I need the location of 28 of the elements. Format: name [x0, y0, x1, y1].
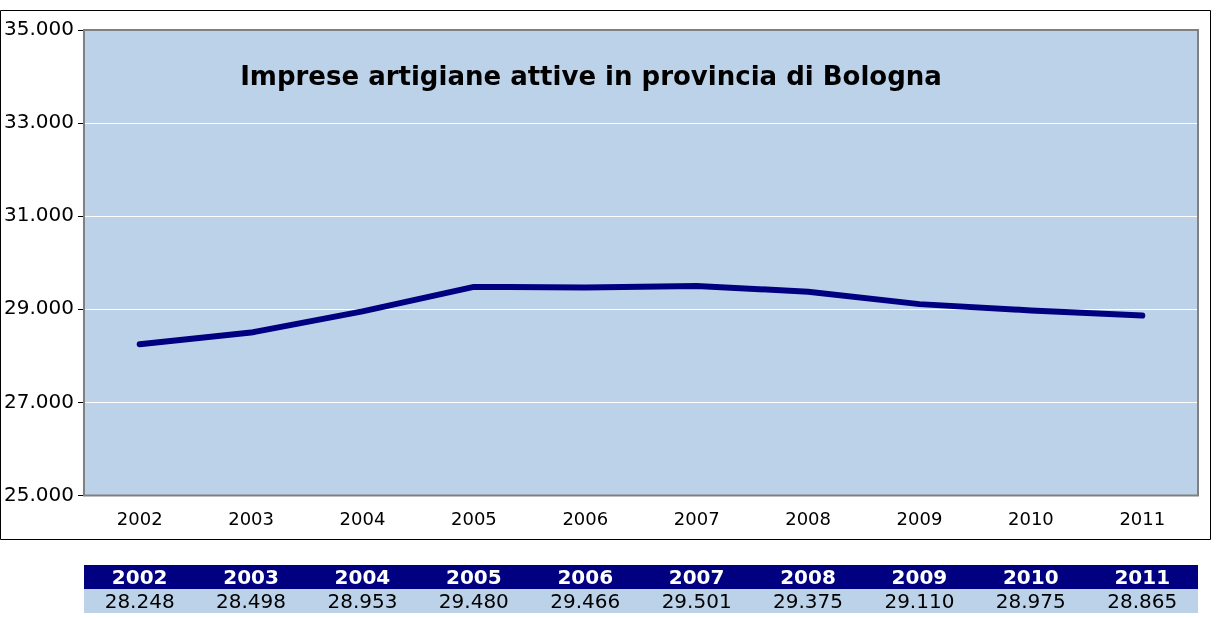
x-tick-label: 2009 [896, 507, 943, 529]
data-label: 29.466 [549, 589, 622, 613]
y-tick-label: 31.000 [4, 202, 74, 227]
x-tick-label: 2004 [339, 507, 386, 529]
x-tick-label: 2010 [1007, 507, 1054, 529]
data-label: 28.248 [103, 589, 176, 613]
data-label: 28.865 [1106, 589, 1179, 613]
data-label: 29.480 [437, 589, 510, 613]
data-label: 28.953 [326, 589, 399, 613]
table-header: 2002 2003 2004 2005 2006 2007 2008 2009 2010 2011 [83, 565, 1198, 589]
x-tick-label: 2007 [673, 507, 720, 529]
data-label: 29.375 [772, 589, 844, 613]
y-tick-label: 27.000 [4, 388, 74, 413]
y-tick-label: 35.000 [4, 16, 74, 41]
data-label: 28.975 [994, 589, 1067, 613]
x-tick-label: 2002 [116, 507, 163, 529]
data-label: 29.110 [883, 589, 956, 613]
data-label: 28.498 [215, 589, 288, 613]
x-tick-label: 2005 [450, 507, 497, 529]
y-tick-label: 33.000 [4, 109, 74, 134]
y-tick-label: 25.000 [4, 481, 74, 506]
x-tick-label: 2006 [562, 507, 609, 529]
data-label: 29.501 [660, 589, 733, 613]
x-tick-label: 2008 [785, 507, 831, 529]
x-tick-label: 2011 [1119, 507, 1166, 529]
x-tick-label: 2003 [228, 507, 274, 529]
y-tick-label: 29.000 [4, 295, 74, 320]
text: Imprese artigiane attive in provincia di Bologna [240, 60, 942, 91]
